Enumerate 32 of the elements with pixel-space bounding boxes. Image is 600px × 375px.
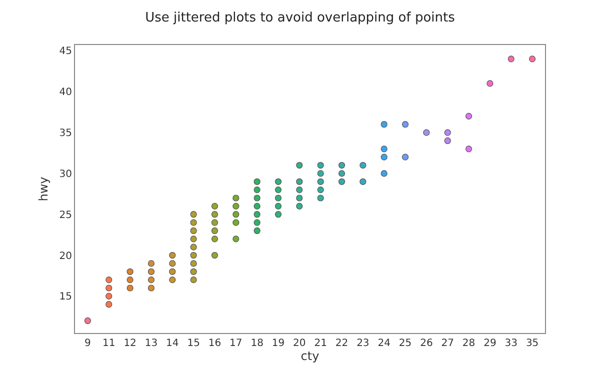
x-tick-label: 24 — [378, 338, 390, 349]
x-tick-label: 14 — [166, 338, 179, 349]
y-tick-label: 40 — [59, 87, 72, 98]
x-tick-label: 26 — [420, 338, 433, 349]
x-tick-label: 18 — [250, 338, 264, 349]
chart-title: Use jittered plots to avoid overlapping of points — [145, 10, 456, 26]
y-tick-label: 15 — [59, 292, 72, 303]
x-tick-label: 11 — [102, 338, 116, 349]
y-tick-label: 45 — [59, 46, 72, 58]
x-tick-label: 15 — [187, 338, 200, 349]
y-tick-label: 35 — [59, 128, 72, 140]
x-tick-label: 21 — [314, 338, 327, 349]
x-tick-label: 13 — [144, 338, 158, 349]
x-tick-label: 35 — [526, 338, 539, 349]
x-tick-label: 12 — [124, 338, 136, 349]
x-tick-label: 16 — [208, 338, 222, 349]
x-tick-label: 33 — [504, 338, 518, 349]
x-tick-label: 17 — [230, 338, 242, 349]
x-tick-label: 9 — [84, 338, 91, 349]
x-tick-label: 20 — [293, 338, 306, 349]
x-tick-label: 28 — [462, 338, 476, 349]
x-tick-label: 19 — [272, 338, 285, 349]
y-axis-title: hwy — [36, 176, 51, 202]
x-tick-label: 23 — [356, 338, 370, 349]
x-tick-label: 22 — [335, 338, 348, 349]
x-tick-label: 27 — [441, 338, 454, 349]
x-tick-label: 25 — [398, 338, 412, 349]
y-tick-label: 20 — [59, 250, 72, 262]
x-axis-title: cty — [300, 349, 320, 363]
y-tick-label: 30 — [59, 168, 72, 180]
y-tick-label: 25 — [59, 210, 72, 221]
x-tick-label: 29 — [484, 338, 496, 349]
